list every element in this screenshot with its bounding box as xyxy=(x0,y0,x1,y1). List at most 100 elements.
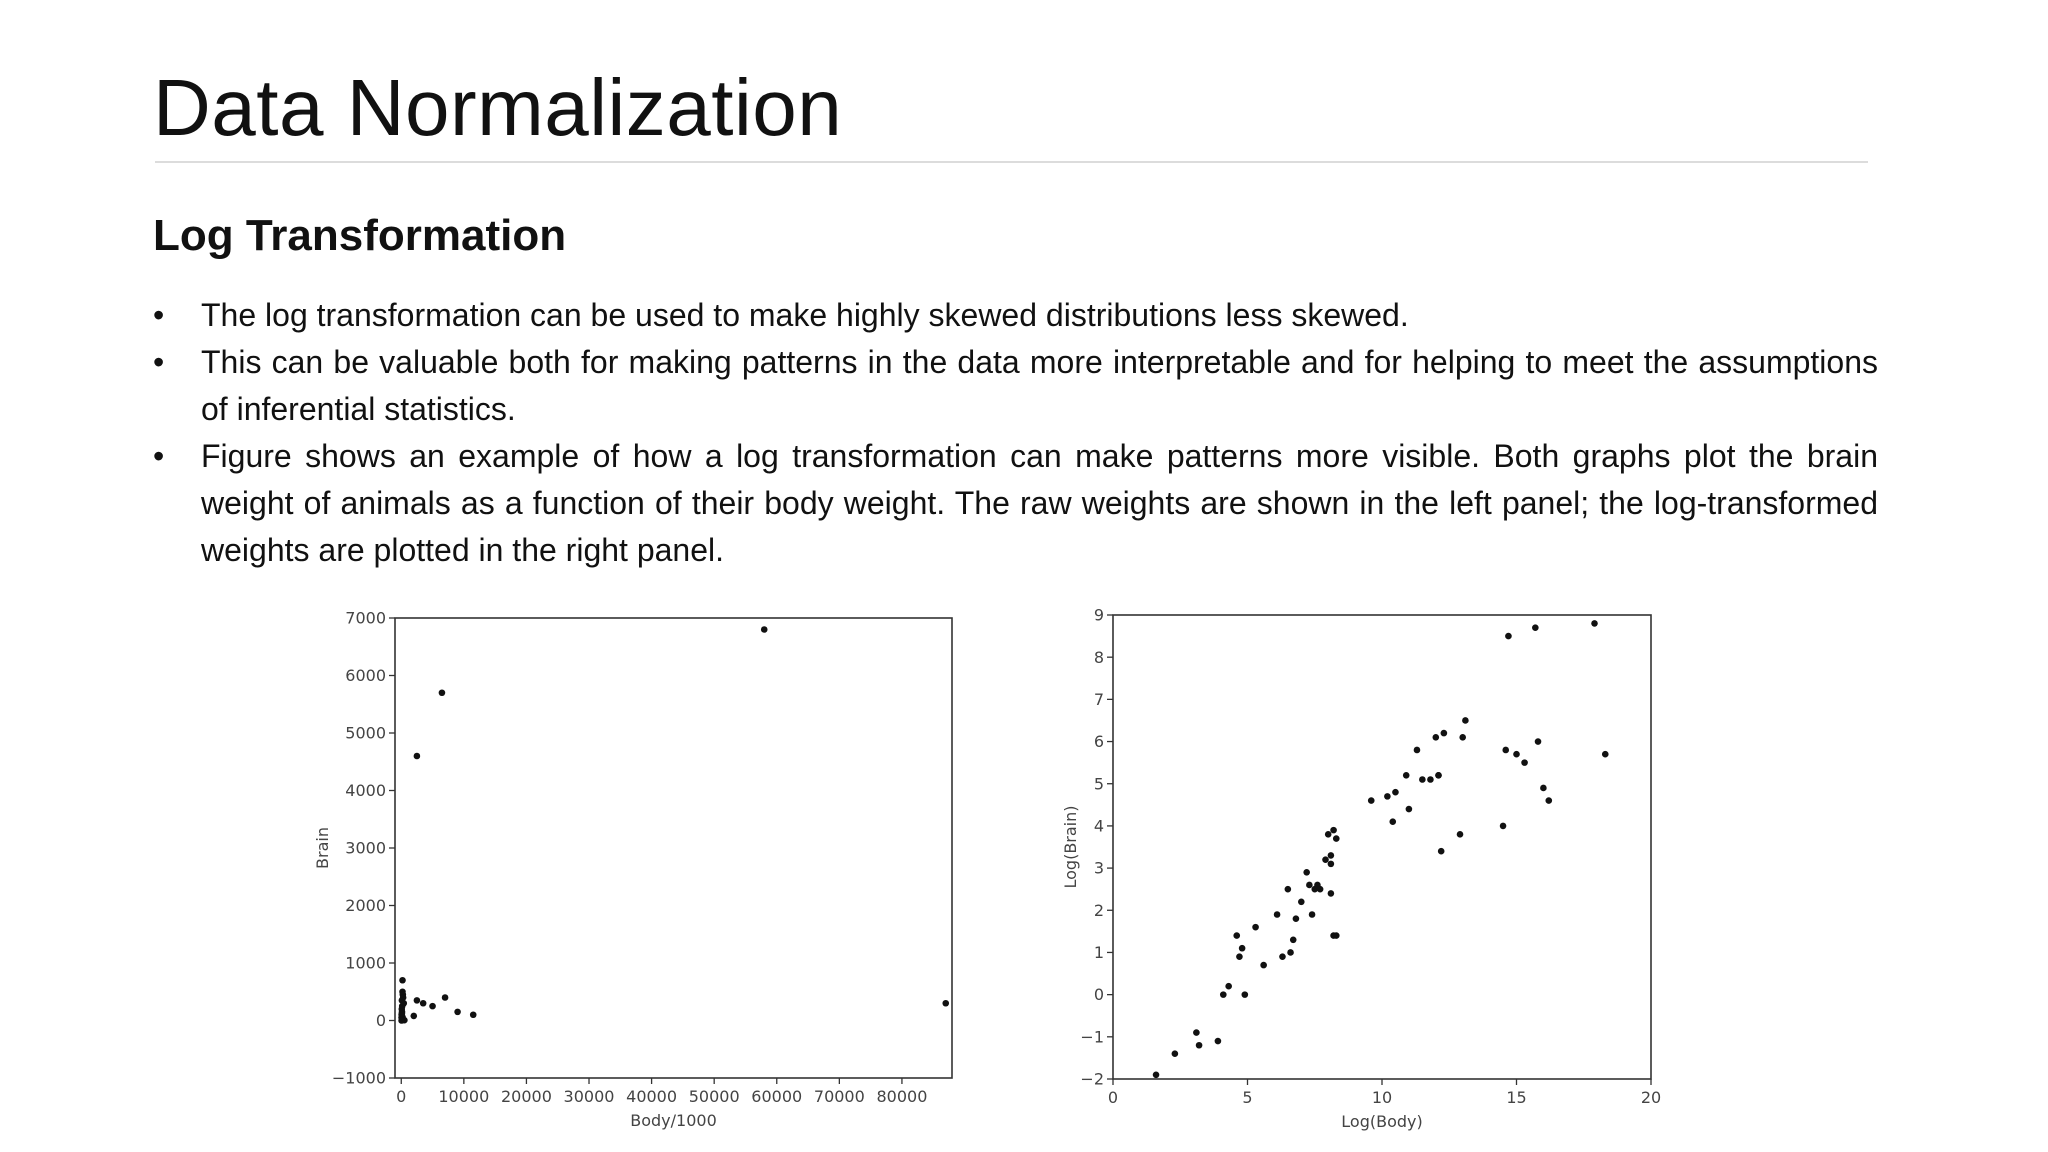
x-tick-label: 30000 xyxy=(564,1087,615,1106)
section-heading: Log Transformation xyxy=(153,211,567,260)
data-point xyxy=(398,1017,405,1024)
data-point xyxy=(1292,915,1300,923)
bullet-text: Figure shows an example of how a log tra… xyxy=(201,438,1878,568)
data-point xyxy=(1260,961,1267,969)
data-point xyxy=(1402,771,1410,779)
data-point xyxy=(1219,991,1227,998)
x-axis-label: Log(Body) xyxy=(1341,1112,1422,1131)
data-point xyxy=(1289,936,1297,944)
data-point xyxy=(1306,881,1313,889)
data-point xyxy=(413,752,421,760)
y-tick-label: 0 xyxy=(376,1011,386,1030)
data-point xyxy=(1440,729,1448,737)
bullet-item: • The log transformation can be used to … xyxy=(153,292,1878,339)
data-point xyxy=(1384,793,1391,800)
data-point xyxy=(1238,944,1246,952)
title-divider xyxy=(155,161,1868,163)
data-point xyxy=(399,976,406,984)
bullet-text: This can be valuable both for making pat… xyxy=(201,344,1878,427)
x-tick-label: 50000 xyxy=(689,1087,740,1106)
data-point xyxy=(429,1002,436,1010)
data-point xyxy=(1437,847,1445,855)
data-point xyxy=(1279,953,1286,960)
y-tick-label: −1 xyxy=(1080,1027,1104,1046)
y-tick-label: 6 xyxy=(1094,732,1104,751)
data-point xyxy=(1462,717,1469,724)
y-tick-label: 5 xyxy=(1094,774,1104,793)
data-point xyxy=(1316,885,1324,893)
data-point xyxy=(1327,890,1335,897)
y-axis-label: Brain xyxy=(313,827,332,869)
y-tick-label: 2 xyxy=(1094,901,1104,920)
data-point xyxy=(1521,759,1528,766)
data-point xyxy=(1225,982,1232,990)
data-point xyxy=(1432,734,1440,741)
y-tick-label: 2000 xyxy=(345,896,386,915)
data-point xyxy=(1303,869,1310,876)
data-point xyxy=(1214,1037,1222,1045)
x-tick-label: 70000 xyxy=(814,1087,865,1106)
x-tick-label: 10000 xyxy=(438,1087,489,1106)
data-point xyxy=(1419,776,1426,783)
data-point xyxy=(1298,898,1305,906)
y-tick-label: 5000 xyxy=(345,724,386,743)
data-point xyxy=(1392,788,1399,796)
data-point xyxy=(1273,911,1281,918)
data-point xyxy=(1195,1041,1203,1049)
x-axis-label: Body/1000 xyxy=(630,1111,717,1130)
y-tick-label: 1 xyxy=(1094,943,1104,962)
data-point xyxy=(1601,750,1609,758)
data-point xyxy=(1505,632,1512,640)
data-point xyxy=(1427,776,1434,783)
data-point xyxy=(1152,1071,1160,1079)
data-point xyxy=(438,689,446,697)
x-tick-label: 20000 xyxy=(501,1087,552,1106)
y-tick-label: 9 xyxy=(1094,606,1104,625)
bullet-list: • The log transformation can be used to … xyxy=(153,292,1878,574)
y-tick-label: 1000 xyxy=(345,954,386,973)
bullet-marker: • xyxy=(153,438,165,474)
data-point xyxy=(1330,932,1337,939)
x-tick-label: 0 xyxy=(396,1087,406,1106)
data-point xyxy=(1459,734,1466,741)
x-tick-label: 20 xyxy=(1641,1088,1661,1107)
data-point xyxy=(454,1008,461,1016)
y-tick-label: −1000 xyxy=(332,1069,386,1088)
bullet-item: • Figure shows an example of how a log t… xyxy=(153,433,1878,574)
data-point xyxy=(1413,746,1421,754)
data-point xyxy=(1513,750,1520,758)
data-point xyxy=(1287,949,1294,956)
data-point xyxy=(942,999,950,1007)
data-point xyxy=(469,1011,477,1019)
data-point xyxy=(1324,831,1332,838)
data-point xyxy=(1284,885,1292,893)
plot-frame xyxy=(1112,614,1652,1080)
data-point xyxy=(410,1012,418,1020)
y-tick-label: −2 xyxy=(1080,1070,1104,1089)
data-point xyxy=(1330,826,1337,834)
bullet-marker: • xyxy=(153,344,165,380)
data-point xyxy=(1435,771,1442,779)
data-point xyxy=(1502,746,1510,754)
data-point xyxy=(1591,620,1598,627)
data-point xyxy=(1405,805,1413,813)
y-tick-label: 7 xyxy=(1094,690,1104,709)
slide-title: Data Normalization xyxy=(153,63,843,152)
x-tick-label: 60000 xyxy=(751,1087,802,1106)
data-point xyxy=(1332,835,1340,842)
y-tick-label: 4000 xyxy=(345,781,386,800)
x-tick-label: 15 xyxy=(1506,1088,1526,1107)
data-point xyxy=(1534,738,1542,745)
data-point xyxy=(1367,797,1375,804)
data-point xyxy=(760,626,768,633)
data-point xyxy=(1545,797,1553,804)
data-point xyxy=(1171,1050,1179,1057)
x-tick-label: 80000 xyxy=(876,1087,927,1106)
y-axis-label: Log(Brain) xyxy=(1061,805,1080,888)
data-point xyxy=(1540,784,1547,792)
data-point xyxy=(398,1010,406,1017)
data-point xyxy=(1389,818,1397,825)
x-tick-label: 40000 xyxy=(626,1087,677,1106)
y-tick-label: 8 xyxy=(1094,648,1104,667)
data-point xyxy=(1236,953,1243,960)
